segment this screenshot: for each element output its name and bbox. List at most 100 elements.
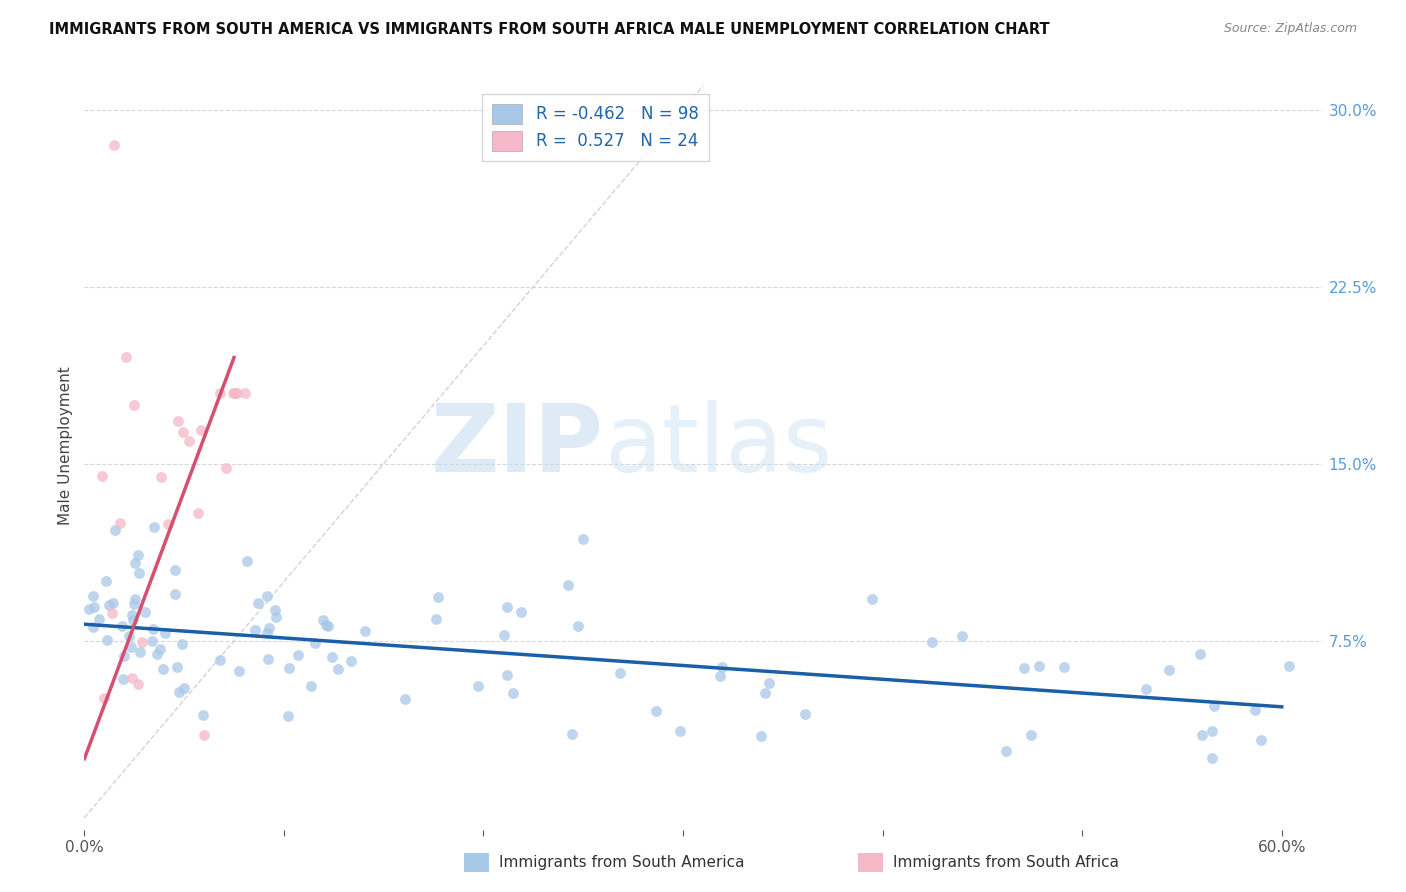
Point bbox=[425, 612, 447, 626]
Point bbox=[256, 626, 278, 640]
Point bbox=[287, 648, 309, 663]
Point bbox=[299, 679, 322, 693]
Point bbox=[209, 385, 232, 400]
Point bbox=[496, 668, 519, 682]
Point bbox=[225, 385, 247, 400]
Point bbox=[233, 385, 256, 400]
Point bbox=[124, 556, 146, 570]
Point bbox=[170, 637, 193, 651]
Point bbox=[567, 619, 589, 633]
Point bbox=[316, 618, 339, 632]
Point bbox=[191, 708, 214, 723]
Point bbox=[209, 653, 232, 667]
Point bbox=[354, 624, 377, 639]
Text: Immigrants from South Africa: Immigrants from South Africa bbox=[893, 855, 1119, 870]
Point bbox=[165, 563, 187, 577]
Point bbox=[121, 671, 143, 685]
Point bbox=[187, 506, 209, 520]
Point bbox=[97, 599, 120, 613]
Point bbox=[247, 596, 270, 610]
Point bbox=[1019, 728, 1042, 742]
Point bbox=[91, 468, 114, 483]
Point bbox=[711, 660, 734, 674]
Point bbox=[995, 744, 1018, 758]
Point bbox=[952, 629, 974, 643]
Point bbox=[101, 607, 124, 621]
Legend: R = -0.462   N = 98, R =  0.527   N = 24: R = -0.462 N = 98, R = 0.527 N = 24 bbox=[482, 94, 709, 161]
Point bbox=[921, 634, 943, 648]
Point bbox=[509, 606, 531, 620]
Point bbox=[127, 677, 149, 691]
Point bbox=[134, 605, 156, 619]
Point bbox=[190, 423, 212, 437]
Point bbox=[93, 691, 115, 706]
Text: Source: ZipAtlas.com: Source: ZipAtlas.com bbox=[1223, 22, 1357, 36]
Point bbox=[156, 517, 179, 532]
Point bbox=[153, 626, 176, 640]
Point bbox=[492, 628, 515, 642]
Point bbox=[749, 729, 772, 743]
Text: atlas: atlas bbox=[605, 400, 832, 492]
Point bbox=[222, 385, 245, 400]
Point bbox=[467, 679, 489, 693]
Point bbox=[709, 669, 731, 683]
Point bbox=[111, 672, 134, 686]
Point bbox=[1191, 728, 1213, 742]
Point bbox=[110, 516, 132, 530]
Point bbox=[1204, 698, 1226, 713]
Point bbox=[150, 470, 173, 484]
Point bbox=[165, 586, 187, 600]
Point bbox=[103, 523, 125, 537]
Point bbox=[122, 613, 145, 627]
Point bbox=[96, 633, 118, 648]
Point bbox=[561, 727, 583, 741]
Point bbox=[1243, 703, 1265, 717]
Point bbox=[228, 664, 250, 678]
Point bbox=[82, 590, 104, 604]
Point bbox=[758, 676, 780, 690]
Point bbox=[496, 599, 519, 614]
Point bbox=[143, 520, 166, 534]
Point bbox=[1250, 732, 1272, 747]
Point bbox=[115, 351, 138, 365]
Point bbox=[172, 425, 194, 440]
Point bbox=[1189, 647, 1212, 661]
Point bbox=[257, 621, 280, 635]
Point bbox=[257, 652, 280, 666]
Point bbox=[263, 603, 285, 617]
Point bbox=[124, 597, 146, 611]
Text: Immigrants from South America: Immigrants from South America bbox=[499, 855, 745, 870]
Point bbox=[121, 607, 143, 622]
Point bbox=[89, 611, 111, 625]
Point bbox=[1278, 659, 1301, 673]
Point bbox=[502, 686, 524, 700]
Point bbox=[1201, 724, 1223, 739]
Y-axis label: Male Unemployment: Male Unemployment bbox=[58, 367, 73, 525]
Point bbox=[77, 601, 100, 615]
Point bbox=[129, 645, 152, 659]
Point bbox=[120, 640, 142, 655]
Point bbox=[860, 592, 883, 607]
Point bbox=[340, 654, 363, 668]
Text: IMMIGRANTS FROM SOUTH AMERICA VS IMMIGRANTS FROM SOUTH AFRICA MALE UNEMPLOYMENT : IMMIGRANTS FROM SOUTH AMERICA VS IMMIGRA… bbox=[49, 22, 1050, 37]
Point bbox=[96, 574, 118, 588]
Point bbox=[149, 641, 172, 656]
Point bbox=[166, 660, 188, 674]
Point bbox=[167, 685, 190, 699]
Point bbox=[1135, 681, 1157, 696]
Point bbox=[166, 414, 188, 428]
Point bbox=[277, 709, 299, 723]
Point bbox=[557, 577, 579, 591]
Point bbox=[304, 636, 326, 650]
Point bbox=[312, 613, 335, 627]
Point bbox=[83, 600, 105, 615]
Point bbox=[118, 629, 141, 643]
Point bbox=[111, 619, 134, 633]
Point bbox=[1053, 659, 1076, 673]
Point bbox=[124, 591, 146, 606]
Point bbox=[82, 620, 104, 634]
Point bbox=[1014, 661, 1036, 675]
Point bbox=[122, 398, 145, 412]
Point bbox=[146, 648, 169, 662]
Point bbox=[142, 623, 165, 637]
